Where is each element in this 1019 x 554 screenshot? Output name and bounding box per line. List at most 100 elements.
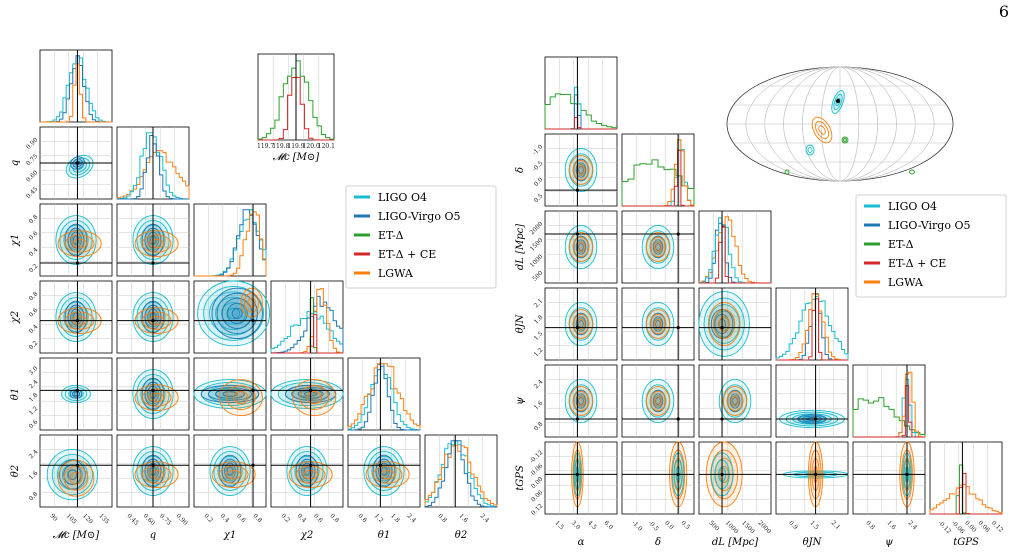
contour [57, 459, 95, 497]
histogram-step [40, 63, 112, 123]
contour [200, 384, 260, 404]
panel-5-4 [347, 434, 421, 508]
contour [134, 230, 179, 258]
truth-marker [575, 232, 580, 236]
panel-5-4 [852, 441, 926, 515]
truth-marker [575, 188, 580, 192]
y-tick-label: 0.2 [28, 340, 40, 352]
panel-2-2 [698, 210, 772, 284]
truth-marker [251, 319, 255, 323]
panel-5-1 [621, 441, 695, 515]
x-axis-label: q [150, 530, 156, 541]
x-tick-label: 1.5 [808, 519, 820, 531]
x-axis-label: χ1 [223, 530, 236, 541]
inset-tick-label: 120.1 [318, 143, 335, 150]
intrinsic-corner [39, 49, 498, 508]
x-tick-label: 0.60 [142, 512, 157, 527]
panel-frame [544, 210, 618, 284]
y-tick-label: 0.6 [28, 307, 40, 319]
truth-marker [151, 261, 155, 265]
legend-entry: LIGO-Virgo O5 [378, 210, 460, 223]
truth-marker [309, 463, 313, 467]
x-tick-label: 1500 [740, 519, 756, 535]
panel-4-4 [347, 357, 421, 431]
contour [134, 384, 179, 412]
histogram-step [776, 298, 848, 361]
truth-marker [75, 161, 80, 165]
x-tick-label: 1.5 [553, 519, 565, 531]
contour [51, 453, 94, 496]
x-tick-label: 0.8 [864, 519, 876, 531]
contour [216, 292, 258, 335]
skymap-contour [841, 136, 849, 144]
histogram-step [621, 159, 695, 206]
contour [646, 232, 670, 262]
contour [63, 465, 89, 491]
panel-1-1 [116, 126, 190, 200]
panel-5-5 [929, 441, 1003, 515]
panel-4-3 [775, 364, 849, 438]
x-tick-label: 2.1 [830, 519, 842, 531]
contour [569, 386, 593, 416]
panel-4-0 [544, 364, 618, 438]
legend-entry: ET-Δ [888, 238, 914, 251]
contour [365, 461, 410, 489]
x-tick-label: 1000 [724, 519, 740, 535]
contour [71, 238, 88, 249]
x-tick-label: 1.2 [373, 512, 385, 524]
truth-marker [251, 388, 255, 392]
truth-marker [75, 319, 80, 323]
truth-marker [75, 463, 80, 467]
contour [655, 242, 661, 252]
y-tick-label: 2.4 [28, 448, 40, 460]
y-tick-label: 2.4 [533, 378, 545, 390]
contour [233, 391, 249, 405]
contour [707, 301, 741, 347]
y-tick-label: 1.2 [28, 405, 40, 417]
skymap-truth-marker [835, 98, 841, 104]
contour [646, 386, 670, 416]
x-axis-label: θ2 [455, 530, 467, 541]
legend [345, 185, 497, 289]
panel-frame [621, 210, 695, 284]
y-tick-label: 0.8 [28, 290, 40, 302]
panel-5-0 [544, 441, 618, 515]
legend-entry: ET-Δ [378, 229, 404, 242]
panel-4-2 [193, 357, 267, 431]
panel-3-0 [39, 280, 113, 354]
panel-4-4 [852, 364, 926, 438]
contour [655, 396, 661, 406]
panel-5-1 [116, 434, 190, 508]
extrinsic-corner [544, 56, 1003, 515]
truth-marker [151, 463, 155, 467]
y-tick-label: 1.8 [28, 392, 40, 404]
contour [723, 386, 747, 416]
histogram-step [194, 211, 267, 277]
y-tick-label: 1.6 [533, 399, 545, 411]
skymap-contour [909, 169, 915, 175]
truth-marker [676, 326, 680, 330]
legend-entry: LIGO-Virgo O5 [888, 219, 970, 232]
y-tick-label: 0.0 [533, 176, 545, 188]
x-tick-label: 0.5 [679, 519, 691, 531]
panel-frame [698, 210, 772, 284]
contour [69, 471, 83, 485]
truth-marker [575, 417, 580, 421]
x-tick-label: 0.9 [787, 519, 799, 531]
truth-marker [676, 417, 680, 421]
panel-1-0 [39, 126, 113, 200]
skymap-contour [807, 147, 813, 153]
y-tick-label: 0.45 [25, 186, 40, 201]
contour [653, 318, 663, 330]
x-axis-label: δ [655, 537, 661, 548]
skymap [726, 66, 954, 182]
panel-5-3 [775, 441, 849, 515]
contour [698, 291, 750, 357]
x-axis-label: tGPS [953, 537, 979, 548]
contour [578, 396, 584, 406]
panel-5-5 [424, 434, 498, 508]
panel-3-0 [544, 287, 618, 361]
x-tick-label: 0.6 [356, 512, 368, 524]
panel-frame [852, 364, 926, 438]
panel-frame [621, 133, 695, 207]
